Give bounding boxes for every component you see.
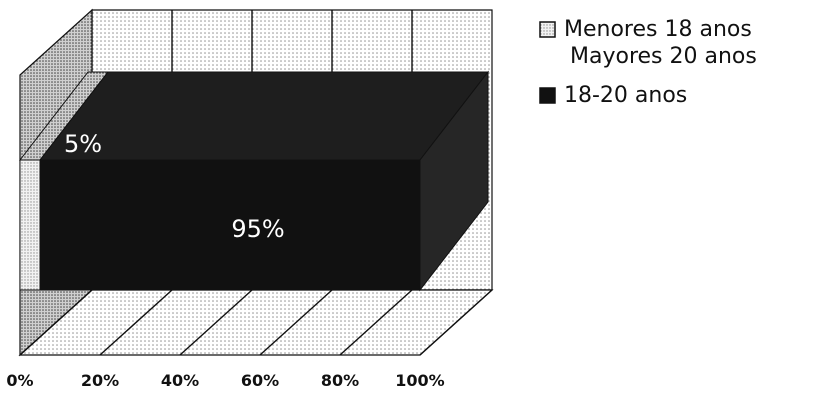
legend-label-0: Menores 18 anos [564,17,752,42]
gridline-floor [179,289,253,356]
bars [18,70,490,292]
floor [18,289,494,356]
legend-swatch-0 [539,21,556,38]
legend-label-0: Mayores 20 anos [570,44,757,69]
data-label-1: 95% [231,215,284,243]
x-tick-label: 40% [161,371,199,390]
x-tick-label: 60% [241,371,279,390]
data-labels: 5% 95% [64,130,285,243]
bar-segment-0 [19,159,41,291]
gridline-floor [19,289,93,356]
bar-top-1 [38,71,490,161]
gridline-floor [99,289,173,356]
data-label-0: 5% [64,130,102,158]
legend-swatch-1 [539,87,556,104]
gridline-floor [259,289,333,356]
gridline-floor [419,289,493,356]
bar-segment-1 [39,159,421,291]
x-tick-label: 0% [6,371,33,390]
gridline-floor [339,289,413,356]
x-tick-label: 20% [81,371,119,390]
legend-label-1: 18-20 anos [564,83,687,108]
bar-end-1 [419,70,489,292]
x-tick-label: 80% [321,371,359,390]
x-tick-label: 100% [395,371,444,390]
x-axis-ticks: 0% 20% 40% 60% 80% 100% [6,371,444,390]
